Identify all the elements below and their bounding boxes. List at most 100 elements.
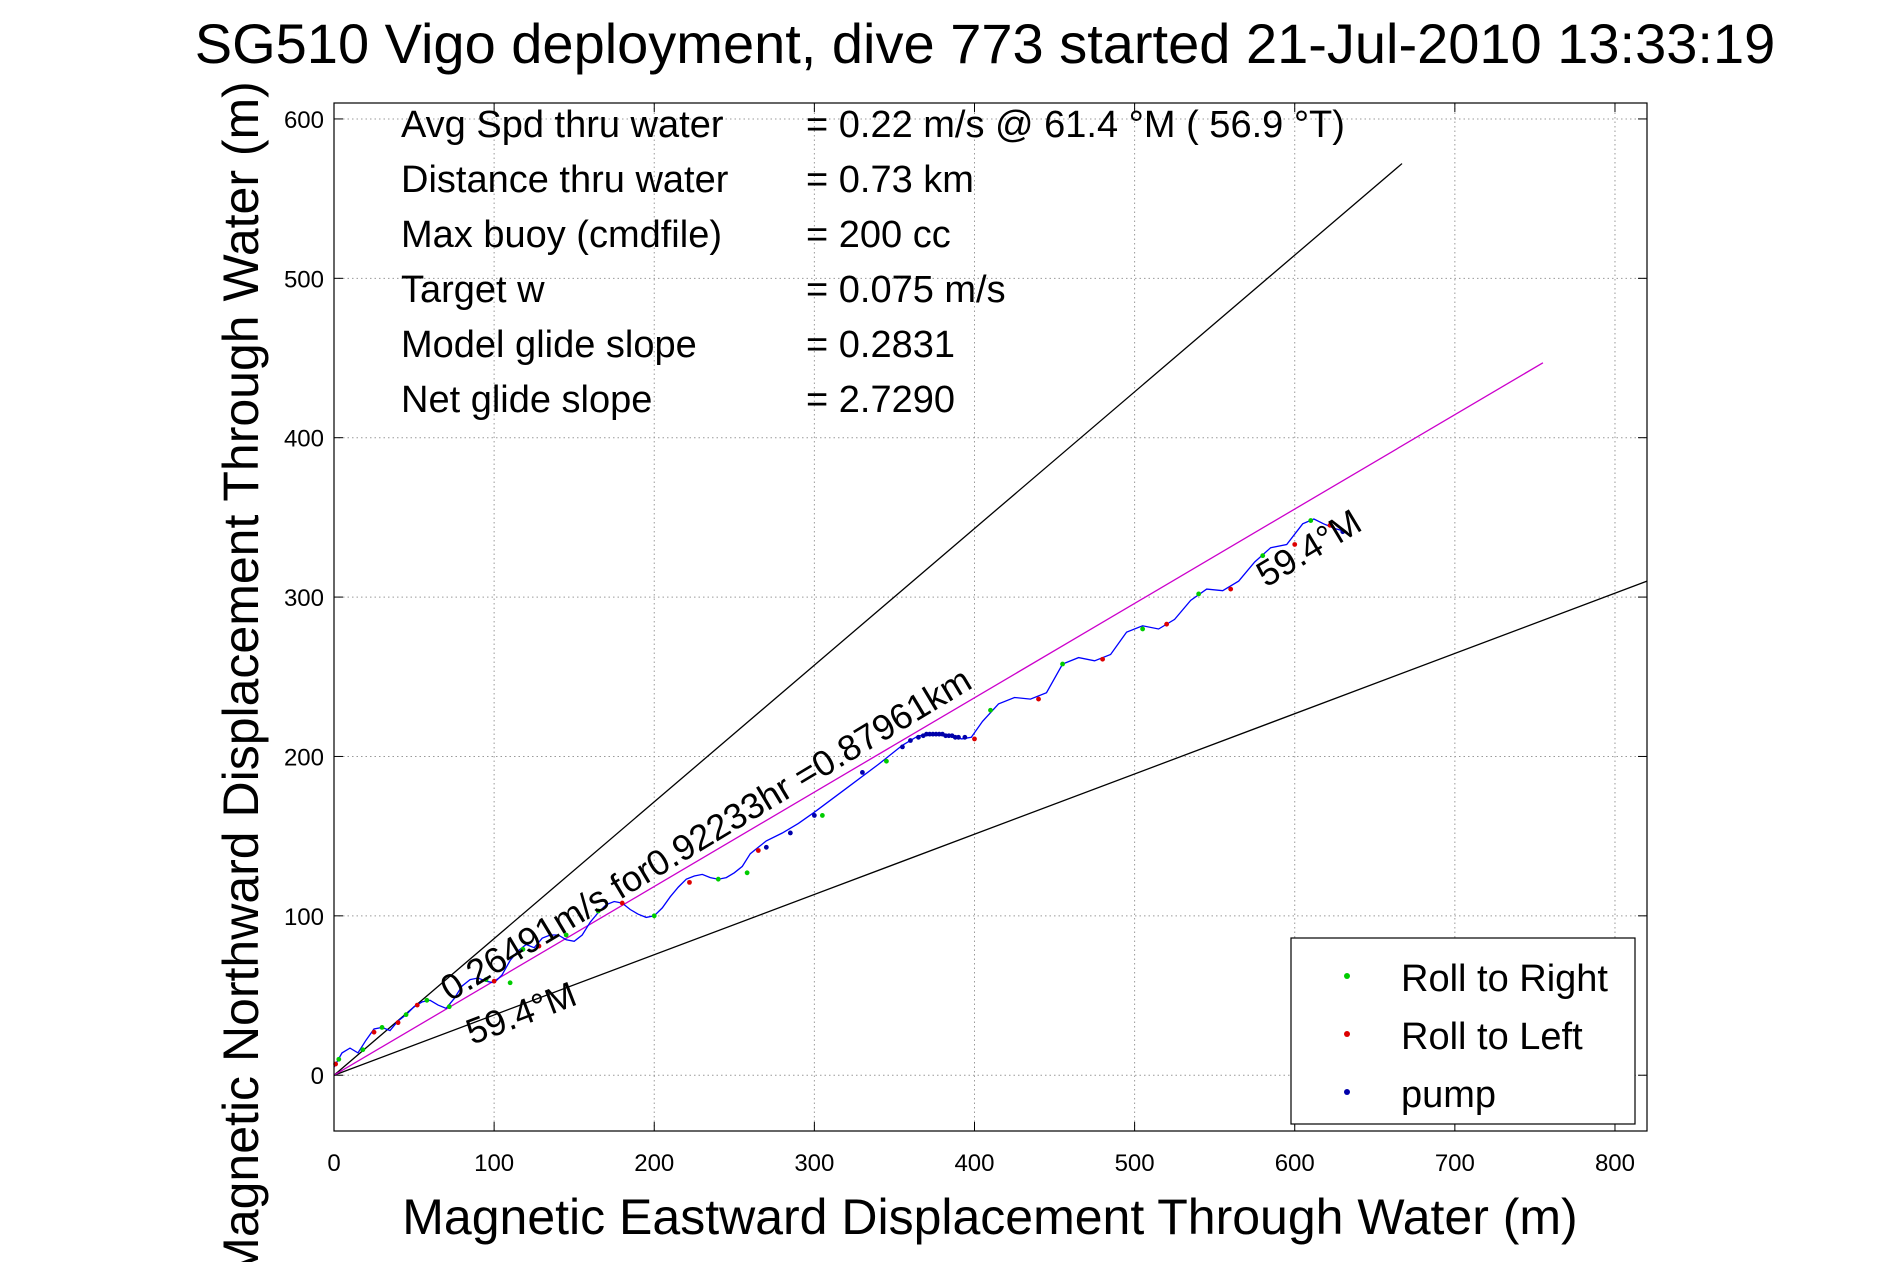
data-point <box>371 1029 377 1035</box>
data-point <box>884 758 889 764</box>
data-point <box>414 1002 420 1008</box>
x-tick-label: 400 <box>954 1150 994 1177</box>
data-point <box>908 738 913 743</box>
data-point <box>1036 696 1041 702</box>
x-tick-label: 500 <box>1115 1150 1155 1177</box>
glider-track <box>333 518 1347 1068</box>
data-point <box>395 1020 401 1026</box>
x-tick-label: 700 <box>1435 1150 1475 1177</box>
legend-marker <box>1344 973 1350 979</box>
stat-label: Target w <box>401 269 545 311</box>
stat-label: Avg Spd thru water <box>401 104 724 146</box>
x-tick-label: 800 <box>1595 1150 1635 1177</box>
data-point <box>1196 591 1202 597</box>
reference-line-lower-bound <box>333 580 1648 1076</box>
legend: Roll to Right Roll to Left pump <box>1290 937 1636 1125</box>
legend-label: pump <box>1401 1074 1496 1116</box>
y-tick-label: 500 <box>284 266 324 293</box>
data-point <box>811 813 817 818</box>
data-point <box>507 980 513 986</box>
data-point <box>956 734 961 740</box>
reference-line-upper-bound <box>333 163 1403 1076</box>
x-tick-label: 100 <box>474 1150 514 1177</box>
data-point <box>687 879 692 885</box>
data-point <box>972 736 977 742</box>
x-tick-label: 0 <box>327 1150 340 1177</box>
data-point <box>1100 656 1105 662</box>
axis-ticks: 0 100 200 300 400 500 600 700 800 0 100 200 300 400 50… <box>284 103 1647 1177</box>
data-point <box>1228 586 1234 592</box>
x-tick-label: 200 <box>634 1150 674 1177</box>
y-tick-label: 0 <box>311 1063 324 1090</box>
data-point <box>1340 529 1346 535</box>
plot-frame <box>333 102 1648 1132</box>
plot-area: 0 100 200 300 400 500 600 700 800 0 100 200 300 400 50… <box>284 102 1648 1177</box>
data-point <box>1260 553 1266 559</box>
y-tick-label: 300 <box>284 585 324 612</box>
data-point <box>379 1025 385 1030</box>
data-point <box>619 900 625 906</box>
legend-label: Roll to Right <box>1401 958 1608 1000</box>
y-tick-label: 400 <box>284 426 324 453</box>
data-point <box>446 1004 452 1010</box>
data-point <box>491 978 497 984</box>
data-point <box>595 908 601 914</box>
data-point <box>1308 518 1314 523</box>
data-point <box>336 1056 342 1062</box>
data-point <box>744 870 750 876</box>
y-axis-label: Magnetic Northward Displacement Through … <box>213 81 269 1262</box>
legend-label: Roll to Left <box>1401 1016 1583 1058</box>
stat-value: = 2.7290 <box>806 379 955 421</box>
stat-label: Model glide slope <box>401 324 697 366</box>
stat-value: = 0.22 m/s @ 61.4 °M ( 56.9 °T) <box>806 104 1345 146</box>
legend-marker <box>1344 1031 1350 1037</box>
stat-label: Net glide slope <box>401 379 652 421</box>
data-point <box>520 946 526 952</box>
series-roll-to-left <box>333 522 1333 1067</box>
data-point <box>403 1012 409 1018</box>
series-pump <box>763 529 1346 850</box>
data-point <box>360 1047 366 1053</box>
y-tick-label: 200 <box>284 744 324 771</box>
reference-lines <box>333 163 1648 1076</box>
chart-title: SG510 Vigo deployment, dive 773 started … <box>195 12 1776 75</box>
stat-value: = 0.73 km <box>806 159 974 201</box>
data-point <box>755 848 761 853</box>
data-point <box>1140 626 1146 632</box>
data-point <box>424 997 430 1003</box>
data-point <box>715 876 721 882</box>
data-point <box>1060 661 1065 667</box>
legend-marker <box>1344 1089 1350 1095</box>
stats-panel: Avg Spd thru water = 0.22 m/s @ 61.4 °M (… <box>401 104 1345 421</box>
track-line <box>333 518 1347 1068</box>
series-roll-to-right <box>336 518 1314 1062</box>
stat-value: = 0.075 m/s <box>806 269 1006 311</box>
data-point <box>651 913 657 919</box>
stat-label: Max buoy (cmdfile) <box>401 214 722 256</box>
y-tick-label: 100 <box>284 904 324 931</box>
data-point <box>1292 542 1298 547</box>
data-point <box>536 943 542 949</box>
reference-line-mean-heading <box>333 362 1544 1076</box>
data-point <box>1164 621 1170 627</box>
stat-label: Distance thru water <box>401 159 729 201</box>
series-markers <box>333 518 1346 1067</box>
x-tick-label: 600 <box>1275 1150 1315 1177</box>
data-point <box>988 707 993 713</box>
data-point <box>900 744 905 750</box>
data-point <box>860 769 865 775</box>
stat-value: = 0.2831 <box>806 324 955 366</box>
data-point <box>763 844 769 850</box>
data-point <box>787 830 793 836</box>
data-point <box>1327 522 1333 528</box>
data-point <box>483 977 489 982</box>
x-tick-label: 300 <box>794 1150 834 1177</box>
data-point <box>962 734 968 740</box>
stat-value: = 200 cc <box>806 214 951 256</box>
x-axis-label: Magnetic Eastward Displacement Through W… <box>402 1189 1577 1245</box>
y-tick-label: 600 <box>284 107 324 134</box>
data-point <box>819 813 825 818</box>
data-point <box>563 932 569 938</box>
data-point <box>916 734 921 740</box>
